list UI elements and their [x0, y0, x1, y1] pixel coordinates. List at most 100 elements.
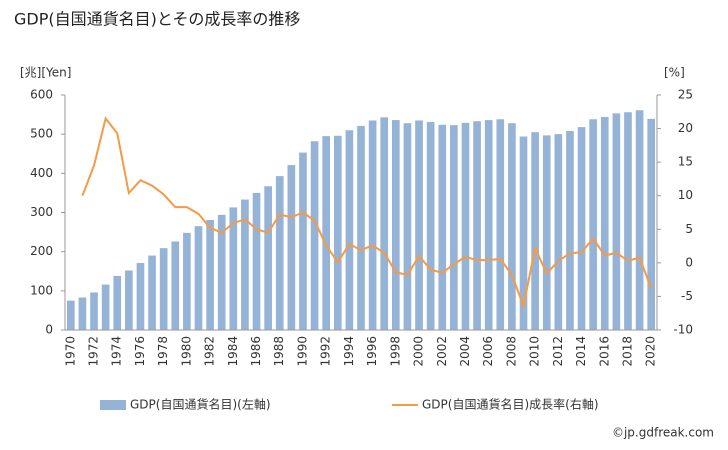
x-tick-label: 2000	[412, 336, 426, 367]
bar	[635, 110, 644, 331]
bar	[66, 300, 75, 330]
source: ©jp.gdfreak.com	[612, 426, 714, 440]
bar	[357, 125, 365, 330]
x-tick-label: 2014	[574, 336, 588, 367]
x-tick-label: 1996	[365, 336, 379, 367]
y2-tick-label: -5	[681, 289, 693, 303]
bar	[125, 270, 133, 330]
bar	[148, 255, 156, 330]
bar	[183, 232, 191, 330]
bar	[113, 275, 122, 330]
bar	[403, 123, 412, 330]
bar	[206, 219, 214, 330]
x-tick-label: 1986	[249, 336, 263, 367]
bar	[426, 122, 435, 331]
x-tick-label: 1990	[295, 336, 309, 367]
y2-tick-label: 10	[678, 188, 693, 202]
bar	[241, 199, 249, 330]
x-tick-label: 1970	[63, 336, 77, 367]
bar	[508, 123, 516, 330]
y2-tick-label: 25	[678, 88, 693, 102]
bar	[368, 120, 377, 330]
bar	[554, 134, 563, 330]
x-tick-label: 1982	[203, 336, 217, 367]
bar	[473, 121, 481, 330]
legend-label: GDP(自国通貨名目)(左軸)	[130, 397, 271, 412]
bar	[299, 152, 307, 330]
bar	[624, 112, 632, 330]
y-tick-label: 500	[30, 127, 53, 141]
y2-tick-label: 0	[685, 255, 693, 269]
y2-axis-label: [%]	[664, 66, 685, 80]
x-tick-label: 2006	[481, 336, 495, 367]
bar	[171, 241, 180, 330]
x-tick-label: 2002	[435, 336, 449, 367]
bar	[519, 136, 528, 330]
bar	[461, 122, 470, 330]
x-tick-label: 2010	[528, 336, 542, 367]
x-tick-label: 2016	[597, 336, 611, 367]
bar	[542, 135, 551, 330]
x-tick-label: 2008	[504, 336, 518, 367]
bar	[78, 297, 87, 330]
y-axis-label: [兆][Yen]	[20, 66, 71, 80]
y2-tick-label: -10	[673, 323, 693, 337]
bar	[333, 135, 342, 330]
x-tick-label: 1998	[388, 336, 402, 367]
bar	[496, 119, 505, 331]
bar	[612, 113, 621, 331]
bar	[566, 131, 574, 330]
bar	[450, 125, 458, 331]
y-tick-label: 300	[30, 205, 53, 219]
x-tick-label: 1984	[226, 336, 240, 367]
x-tick-label: 2012	[551, 336, 565, 367]
bar	[484, 120, 493, 330]
bar	[229, 207, 238, 330]
x-tick-label: 1994	[342, 336, 356, 367]
x-tick-label: 1972	[87, 336, 101, 367]
legend-swatch	[100, 400, 126, 410]
bar	[194, 226, 203, 330]
bar	[252, 192, 261, 330]
x-tick-label: 2020	[644, 336, 658, 367]
bar	[217, 214, 226, 330]
bar	[647, 118, 656, 331]
x-tick-label: 2018	[620, 336, 634, 367]
bar	[415, 120, 423, 330]
bar	[577, 127, 586, 330]
bar	[600, 116, 609, 330]
x-tick-label: 1974	[110, 336, 124, 367]
bar	[391, 120, 400, 330]
bar	[159, 248, 168, 330]
bar	[322, 136, 331, 330]
x-tick-label: 2004	[458, 336, 472, 367]
bar	[589, 119, 597, 331]
bar	[90, 292, 98, 330]
bar	[264, 186, 272, 330]
y2-tick-label: 5	[685, 222, 693, 236]
x-tick-label: 1980	[179, 336, 193, 367]
legend-label: GDP(自国通貨名目)成長率(右軸)	[422, 397, 599, 412]
y-tick-label: 200	[30, 244, 53, 258]
chart-title: GDP(自国通貨名目)とその成長率の推移	[14, 10, 300, 29]
y-tick-label: 600	[30, 88, 53, 102]
x-tick-label: 1978	[156, 336, 170, 367]
y-tick-label: 0	[45, 323, 53, 337]
line	[81, 116, 653, 310]
x-tick-label: 1988	[272, 336, 286, 367]
bar	[136, 263, 145, 330]
y-tick-label: 100	[30, 283, 53, 297]
y2-tick-label: 20	[678, 121, 693, 135]
bar	[310, 141, 319, 330]
bar	[438, 124, 447, 331]
bar	[380, 117, 389, 330]
y-tick-label: 400	[30, 166, 53, 180]
bar	[287, 165, 296, 330]
bar	[101, 284, 110, 330]
bar	[345, 130, 354, 330]
x-tick-label: 1976	[133, 336, 147, 367]
bar	[531, 132, 539, 330]
y2-tick-label: 15	[678, 155, 693, 169]
